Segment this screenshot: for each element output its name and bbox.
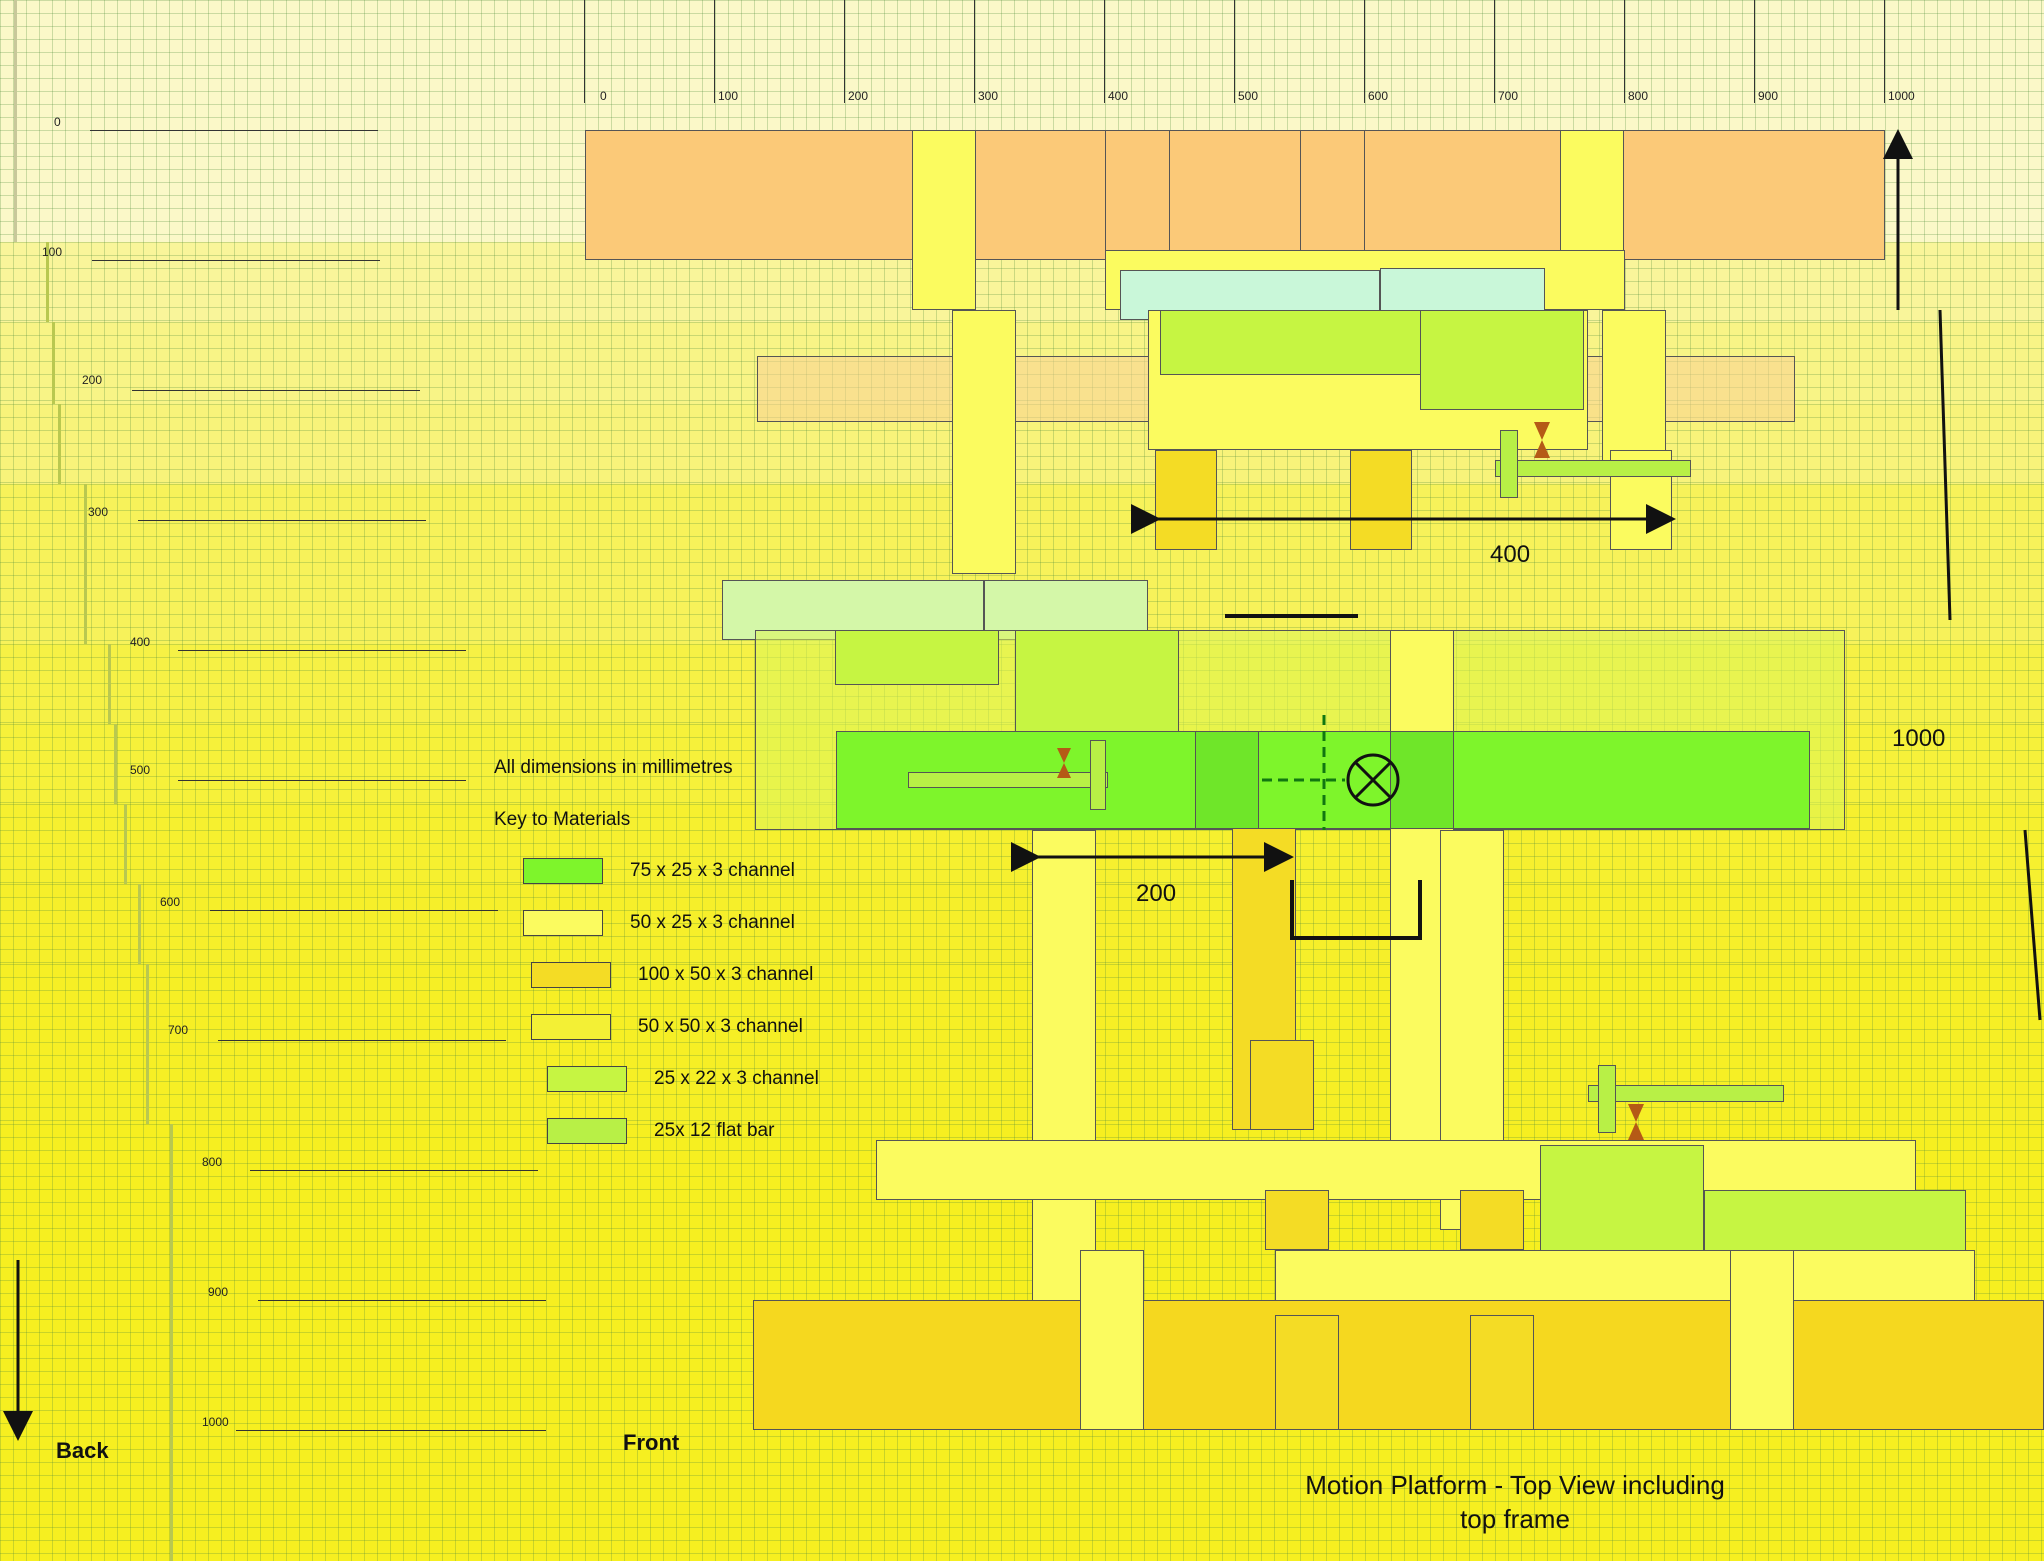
dim-line-1000-mid	[1938, 309, 1952, 621]
ruler-left-label: 800	[202, 1155, 223, 1169]
key-swatch	[547, 1066, 627, 1092]
page-title: Motion Platform - Top View including top…	[1250, 1468, 1780, 1536]
ruler-left-label: 700	[168, 1023, 189, 1037]
key-label: 25x 12 flat bar	[654, 1120, 775, 1141]
ruler-left-label: 600	[160, 895, 181, 909]
ruler-left-label: 500	[130, 763, 151, 777]
key-swatch	[523, 910, 603, 936]
upper-upright	[952, 310, 1016, 574]
ruler-top-label: 900	[1758, 89, 1779, 103]
lower-flat-bar	[1588, 1085, 1784, 1102]
lower-flat-bar-vertical	[1598, 1065, 1616, 1133]
ruler-left-label: 200	[82, 373, 103, 387]
channel-outline	[1290, 880, 1422, 940]
back-label: Back	[56, 1438, 109, 1463]
centre-of-rotation-icon	[1346, 753, 1400, 807]
ruler-top-label: 100	[718, 89, 739, 103]
key-label: 75 x 25 x 3 channel	[630, 860, 795, 881]
band-0	[0, 0, 2044, 242]
ruler-top-label: 500	[1238, 89, 1259, 103]
front-plate-segment	[1470, 1315, 1534, 1430]
dimensions-note: All dimensions in millimetres	[494, 757, 733, 778]
ruler-left-label: 300	[88, 505, 109, 519]
ruler-top-label: 600	[1368, 89, 1389, 103]
ruler-left-label: 900	[208, 1285, 229, 1299]
hinge-icon	[1534, 422, 1550, 458]
front-upright	[1730, 1250, 1794, 1430]
front-upright	[1080, 1250, 1144, 1430]
dim-label-200: 200	[1136, 880, 1177, 907]
title-line-2: top frame	[1460, 1504, 1570, 1534]
key-swatch	[531, 962, 611, 988]
key-swatch	[523, 858, 603, 884]
back-plate	[585, 130, 1885, 260]
ruler-top-label: 400	[1108, 89, 1129, 103]
ruler-top-label: 200	[848, 89, 869, 103]
back-upright-left	[912, 130, 976, 310]
key-label: 50 x 50 x 3 channel	[638, 1016, 803, 1037]
ruler-top-label: 300	[978, 89, 999, 103]
key-swatch	[531, 1014, 611, 1040]
upper-upright	[1602, 310, 1666, 474]
lower-block	[1265, 1190, 1329, 1250]
upper-flat-bar-vertical	[1500, 430, 1518, 498]
top-ruler: 0 100 200 300 400 500 600 700 800 900 10…	[0, 0, 2044, 103]
title-line-1: Motion Platform - Top View including	[1305, 1470, 1725, 1500]
front-plate	[753, 1300, 2044, 1430]
key-title: Key to Materials	[494, 809, 631, 830]
hinge-icon	[1628, 1104, 1644, 1140]
upper-flat-bar	[1495, 460, 1691, 477]
ruler-left-label: 1000	[202, 1415, 229, 1429]
upper-actuator-head	[1420, 310, 1584, 410]
ruler-left-label: 100	[42, 245, 63, 259]
front-plate-segment	[1275, 1315, 1339, 1430]
hinge-icon	[1057, 748, 1071, 778]
dim-line-1000-low	[2023, 829, 2042, 1021]
key-swatch	[547, 1118, 627, 1144]
dim-label-400: 400	[1490, 541, 1531, 568]
lower-block	[1460, 1190, 1524, 1250]
mid-flat-bar-vertical	[1090, 740, 1106, 810]
ruler-top-label: 800	[1628, 89, 1649, 103]
main-green-channel-segment	[1390, 731, 1454, 829]
ruler-left-label: 0	[54, 115, 61, 129]
key-label: 25 x 22 x 3 channel	[654, 1068, 819, 1089]
lower-block	[1250, 1040, 1314, 1130]
key-label: 100 x 50 x 3 channel	[638, 964, 814, 985]
ruler-top-label: 700	[1498, 89, 1519, 103]
band-8	[0, 884, 2044, 964]
mid-actuator-lower	[835, 630, 999, 685]
key-label: 50 x 25 x 3 channel	[630, 912, 795, 933]
front-label: Front	[623, 1430, 680, 1455]
ruler-top-label: 0	[600, 89, 607, 103]
ruler-left-label: 400	[130, 635, 151, 649]
main-green-channel-segment	[1195, 731, 1259, 829]
mid-actuator-lower-head	[1015, 630, 1179, 740]
dim-label-1000: 1000	[1892, 725, 1946, 752]
ruler-top-label: 1000	[1888, 89, 1915, 103]
channel-outline	[1225, 614, 1358, 618]
